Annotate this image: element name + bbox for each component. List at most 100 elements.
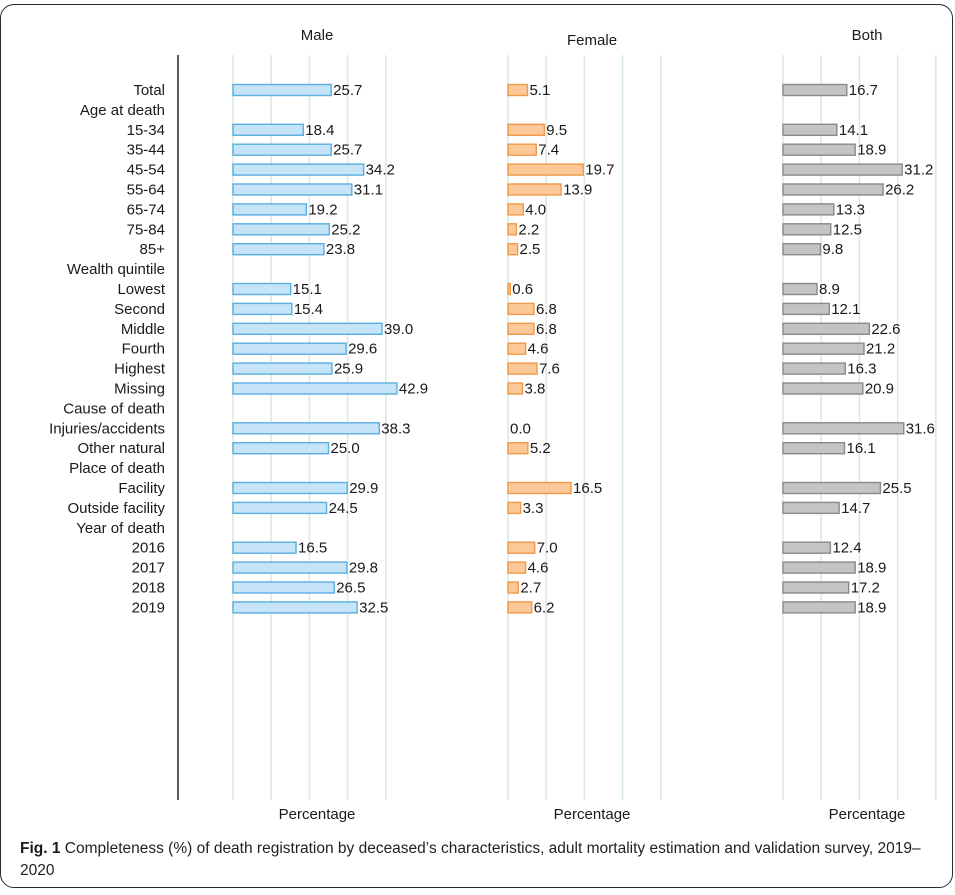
bar-male (232, 282, 292, 296)
bar-both (782, 223, 832, 236)
bar-female (507, 123, 545, 137)
data-label-female: 7.0 (537, 540, 558, 557)
data-label-female: 5.1 (529, 82, 550, 99)
data-label-female: 6.8 (536, 301, 557, 318)
data-label-both: 25.5 (882, 480, 911, 497)
bar-female (507, 581, 520, 594)
category-label: Second (114, 301, 165, 318)
figure-frame (0, 4, 953, 888)
data-label-female: 4.0 (525, 201, 546, 218)
bar-both (782, 561, 856, 574)
bar-male (232, 342, 347, 355)
data-label-female: 5.2 (530, 440, 551, 457)
bar-male (232, 223, 330, 236)
bar-both (782, 442, 846, 455)
bar-male (232, 242, 325, 256)
data-label-male: 15.4 (294, 301, 323, 318)
category-label: 15-34 (127, 122, 165, 139)
bar-male (232, 163, 365, 176)
data-label-both: 31.2 (904, 162, 933, 179)
bar-female (507, 561, 527, 574)
figure-label: Fig. 1 (20, 840, 61, 857)
data-label-both: 14.1 (839, 122, 868, 139)
category-label: 85+ (140, 241, 166, 258)
category-label: 35-44 (127, 142, 165, 159)
bar-both (782, 422, 905, 435)
bar-both (782, 163, 903, 176)
bar-both (782, 282, 818, 296)
group-header: Place of death (69, 460, 165, 477)
bar-female (507, 282, 511, 296)
data-label-both: 22.6 (871, 321, 900, 338)
bar-chart: Male Percentage Female Percentage Both Percen… (49, 27, 937, 823)
data-label-male: 25.9 (334, 361, 363, 378)
bar-male (232, 422, 381, 435)
bar-male (232, 581, 335, 594)
data-label-male: 29.9 (349, 480, 378, 497)
bar-both (782, 143, 856, 156)
category-label: 2019 (132, 599, 165, 616)
data-label-male: 39.0 (384, 321, 413, 338)
category-label: Total (133, 82, 165, 99)
data-label-female: 6.2 (534, 599, 555, 616)
bar-both (782, 322, 871, 335)
data-label-male: 32.5 (359, 599, 388, 616)
bar-female (507, 223, 518, 236)
bar-male (232, 362, 333, 375)
category-label: Other natural (77, 440, 165, 457)
caption-text: Completeness (%) of death registration b… (20, 840, 921, 879)
data-label-female: 2.2 (518, 221, 539, 238)
category-label: 45-54 (127, 162, 165, 179)
bar-female (507, 83, 529, 97)
data-label-male: 25.0 (331, 440, 360, 457)
group-header: Cause of death (63, 400, 165, 417)
bar-female (507, 481, 572, 495)
data-label-male: 29.6 (348, 341, 377, 358)
category-label: Facility (118, 480, 165, 497)
category-label: 55-64 (127, 182, 165, 199)
data-label-both: 17.2 (851, 580, 880, 597)
group-header: Wealth quintile (67, 261, 165, 278)
data-label-female: 9.5 (546, 122, 567, 139)
bar-male (232, 322, 383, 335)
bar-male (232, 203, 308, 216)
category-label: 2016 (132, 540, 165, 557)
bar-male (232, 382, 398, 395)
data-label-male: 38.3 (381, 420, 410, 437)
data-label-male: 24.5 (329, 500, 358, 517)
category-label: Fourth (122, 341, 165, 358)
bar-female (507, 342, 527, 355)
data-label-male: 23.8 (326, 241, 355, 258)
bar-female (507, 183, 562, 196)
bar-male (232, 601, 358, 614)
bar-male (232, 481, 348, 495)
data-label-both: 14.7 (841, 500, 870, 517)
x-axis-label-both: Percentage (829, 806, 906, 823)
panel-title-male: Male (301, 27, 334, 44)
data-label-male: 15.1 (293, 281, 322, 298)
bar-both (782, 342, 865, 355)
data-label-both: 18.9 (857, 142, 886, 159)
bar-male (232, 442, 330, 455)
bar-both (782, 203, 835, 216)
bar-both (782, 302, 830, 316)
data-label-female: 3.3 (523, 500, 544, 517)
category-label: 2018 (132, 580, 165, 597)
category-label: Outside facility (67, 500, 165, 517)
group-header: Age at death (80, 102, 165, 119)
bar-male (232, 123, 304, 137)
data-label-both: 31.6 (906, 420, 935, 437)
bar-male (232, 541, 297, 554)
bar-both (782, 581, 850, 594)
data-label-both: 12.5 (833, 221, 862, 238)
data-label-male: 25.2 (331, 221, 360, 238)
bar-both (782, 242, 822, 256)
data-label-both: 20.9 (865, 381, 894, 398)
bar-male (232, 183, 353, 196)
bar-both (782, 382, 864, 395)
bar-female (507, 242, 519, 256)
bar-male (232, 561, 348, 574)
data-label-both: 18.9 (857, 560, 886, 577)
data-label-both: 18.9 (857, 599, 886, 616)
bar-female (507, 601, 533, 614)
